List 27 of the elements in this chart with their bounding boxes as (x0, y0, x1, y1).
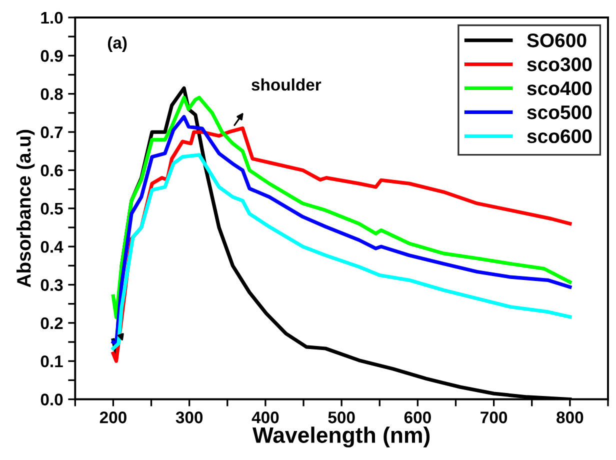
y-tick-label: 0.0 (40, 394, 63, 406)
y-tick-label: 0.6 (40, 164, 63, 176)
legend-label: sco500 (527, 105, 592, 120)
y-tick-label: 0.5 (40, 202, 63, 215)
x-tick-label: 700 (480, 412, 508, 424)
y-tick-label: 0.4 (40, 240, 64, 253)
x-tick-label: 500 (328, 412, 355, 424)
y-tick-label: 0.1 (40, 356, 63, 368)
y-tick-label: 1.0 (41, 12, 63, 24)
y-axis-title: Absorbance (a.u) (16, 130, 35, 288)
annotation: shoulder (252, 78, 322, 91)
x-tick-label: 300 (176, 412, 203, 424)
y-tick-label: 0.3 (40, 279, 63, 291)
x-tick-label: 800 (556, 412, 584, 424)
legend-label: sco300 (527, 58, 592, 72)
x-tick-label: 200 (100, 412, 126, 424)
x-tick-label: 600 (404, 412, 431, 424)
legend-label: sco400 (527, 81, 592, 96)
annotation: (a) (108, 36, 127, 52)
y-tick-label: 0.8 (40, 88, 63, 100)
x-tick-label: 400 (252, 412, 279, 424)
x-axis-title: Wavelength (nm) (252, 426, 430, 448)
legend-label: SO600 (527, 34, 586, 48)
y-tick-label: 0.2 (40, 317, 63, 330)
legend-label: sco600 (527, 129, 592, 144)
y-tick-label: 0.9 (40, 50, 63, 62)
y-tick-label: 0.7 (40, 126, 63, 138)
